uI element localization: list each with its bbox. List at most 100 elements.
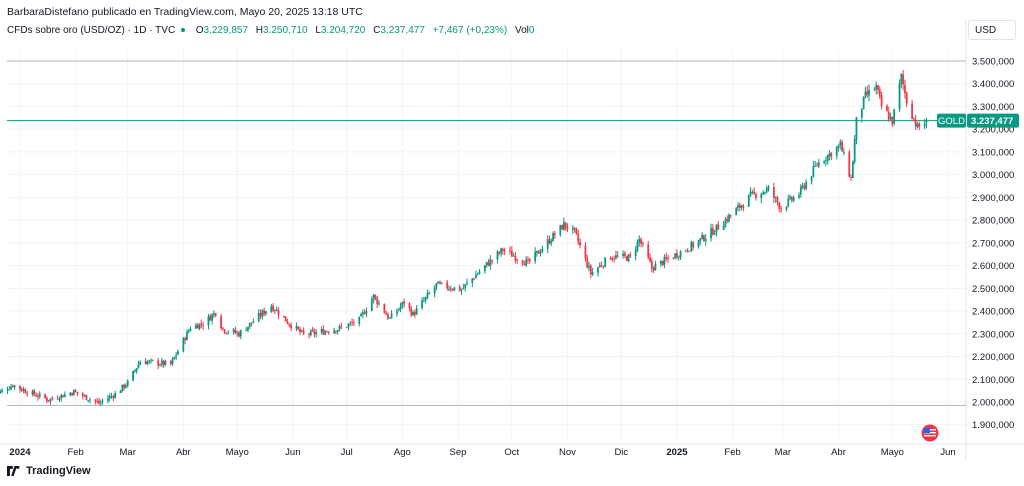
candle[interactable] [923,119,926,130]
candle[interactable] [588,261,590,272]
candle[interactable] [713,229,716,235]
candle[interactable] [189,326,192,332]
candle[interactable] [659,260,662,267]
candle[interactable] [125,383,127,389]
last-price-tag[interactable]: GOLD 3.237,477 [937,113,1019,128]
candle[interactable] [528,257,531,264]
candle[interactable] [47,400,50,403]
candle[interactable] [387,312,389,321]
candle[interactable] [413,309,416,318]
candle[interactable] [449,285,452,292]
candle[interactable] [483,264,486,274]
candle[interactable] [677,255,680,261]
candle[interactable] [554,230,556,239]
candle[interactable] [374,294,377,301]
candle[interactable] [295,322,298,332]
candle[interactable] [209,313,212,321]
candle[interactable] [212,310,215,318]
candle[interactable] [435,283,438,291]
candle[interactable] [132,370,134,382]
candle[interactable] [195,322,197,329]
candle[interactable] [728,213,730,223]
candle[interactable] [308,332,310,339]
candle[interactable] [196,323,199,329]
candle[interactable] [862,96,865,110]
candle[interactable] [99,399,102,407]
candle[interactable] [702,234,705,242]
candle[interactable] [290,322,292,332]
candle[interactable] [234,326,237,335]
candle[interactable] [126,379,129,388]
candle[interactable] [33,388,36,397]
candle[interactable] [875,81,878,95]
candle[interactable] [383,303,386,314]
candle[interactable] [622,250,625,259]
candle[interactable] [51,396,54,401]
candle[interactable] [792,195,795,203]
candle[interactable] [887,106,890,122]
candle[interactable] [451,288,454,291]
candle[interactable] [286,318,289,325]
candle[interactable] [139,360,142,365]
candle[interactable] [24,388,27,394]
candle[interactable] [421,297,423,310]
candle[interactable] [232,328,235,335]
time-axis[interactable]: 2024 Feb Mar Abr Mayo Jun Jul Ago Sep Oct Nov Dic 20… [9,447,955,458]
candle[interactable] [22,386,25,394]
candle[interactable] [315,328,318,338]
candle[interactable] [564,222,567,232]
candle[interactable] [261,309,264,320]
candle[interactable] [464,283,467,292]
candle[interactable] [123,383,126,391]
candle[interactable] [650,257,653,273]
candle[interactable] [878,85,881,99]
candle[interactable] [272,302,274,312]
candle[interactable] [171,356,174,366]
candle[interactable] [273,309,276,314]
candle[interactable] [150,358,152,364]
candle[interactable] [663,254,666,269]
candle[interactable] [478,269,481,275]
candle[interactable] [774,196,777,203]
candle[interactable] [351,318,353,326]
candle[interactable] [175,352,178,361]
candle[interactable] [873,87,876,91]
candle[interactable] [247,326,249,333]
candle[interactable] [510,246,513,257]
candle[interactable] [162,360,165,368]
candle[interactable] [1,387,3,394]
candle[interactable] [397,308,400,312]
candle[interactable] [880,91,883,110]
candle[interactable] [586,254,589,269]
candle[interactable] [19,385,21,393]
candle[interactable] [81,392,84,400]
candle[interactable] [376,295,379,309]
candle[interactable] [360,312,362,317]
candle[interactable] [654,260,657,271]
candle[interactable] [159,363,161,367]
candle[interactable] [787,194,790,208]
candle[interactable] [525,256,528,267]
candle[interactable] [252,318,255,324]
candle[interactable] [358,316,361,327]
candle[interactable] [500,247,502,257]
candle[interactable] [144,358,147,365]
candle[interactable] [886,104,888,112]
candle[interactable] [248,322,251,329]
candle[interactable] [121,384,124,393]
candle[interactable] [288,323,291,328]
candle[interactable] [214,312,217,318]
candle[interactable] [805,179,808,191]
candle[interactable] [641,241,644,248]
candle[interactable] [649,253,651,263]
candle[interactable] [817,159,820,169]
candle[interactable] [44,393,47,400]
candle[interactable] [830,152,833,161]
candle[interactable] [521,259,524,267]
candle[interactable] [448,285,450,292]
candle[interactable] [898,79,901,112]
candle[interactable] [173,356,176,360]
candle[interactable] [918,121,921,131]
candle[interactable] [433,285,436,298]
